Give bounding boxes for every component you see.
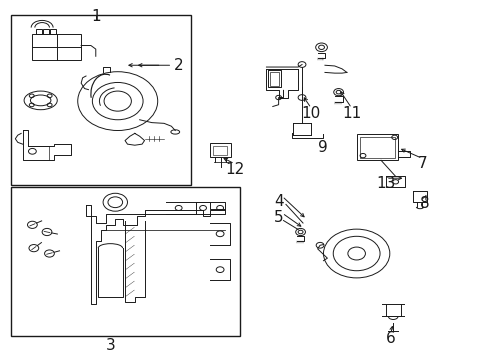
Text: 7: 7: [417, 156, 427, 171]
Bar: [359, 136, 394, 158]
Text: 3: 3: [105, 338, 115, 353]
Bar: [269, 72, 278, 86]
Bar: [32, 34, 81, 60]
Bar: [50, 29, 56, 34]
Text: 6: 6: [385, 331, 395, 346]
Bar: [210, 143, 230, 157]
Text: 12: 12: [224, 162, 244, 177]
Text: 10: 10: [301, 106, 320, 121]
Bar: [11, 187, 239, 336]
Bar: [212, 145, 227, 155]
Text: 11: 11: [342, 106, 361, 121]
Bar: [11, 15, 190, 185]
Bar: [43, 29, 49, 34]
Text: 13: 13: [375, 176, 395, 191]
Text: 1: 1: [91, 9, 101, 24]
Text: 4: 4: [273, 194, 283, 209]
Bar: [356, 134, 397, 160]
Text: 9: 9: [317, 140, 327, 155]
Text: 5: 5: [273, 210, 283, 225]
Bar: [36, 29, 41, 34]
Text: 2: 2: [173, 58, 183, 73]
Text: 8: 8: [419, 196, 429, 211]
